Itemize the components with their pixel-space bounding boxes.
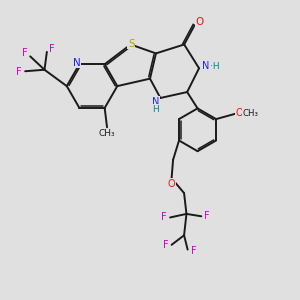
Text: ·H: ·H bbox=[210, 62, 220, 71]
Text: F: F bbox=[204, 211, 210, 221]
Text: F: F bbox=[161, 212, 167, 222]
Text: F: F bbox=[163, 240, 169, 250]
Text: F: F bbox=[16, 67, 21, 77]
Text: F: F bbox=[191, 246, 197, 256]
Text: O: O bbox=[167, 178, 175, 189]
Text: O: O bbox=[196, 16, 204, 27]
Text: CH₃: CH₃ bbox=[99, 129, 116, 138]
Text: CH₃: CH₃ bbox=[242, 109, 258, 118]
Text: N: N bbox=[152, 97, 160, 106]
Text: S: S bbox=[128, 39, 135, 49]
Text: N: N bbox=[202, 61, 209, 71]
Text: O: O bbox=[236, 108, 243, 118]
Text: H: H bbox=[153, 105, 159, 114]
Text: N: N bbox=[73, 58, 81, 68]
Text: F: F bbox=[22, 48, 28, 58]
Text: F: F bbox=[50, 44, 55, 54]
